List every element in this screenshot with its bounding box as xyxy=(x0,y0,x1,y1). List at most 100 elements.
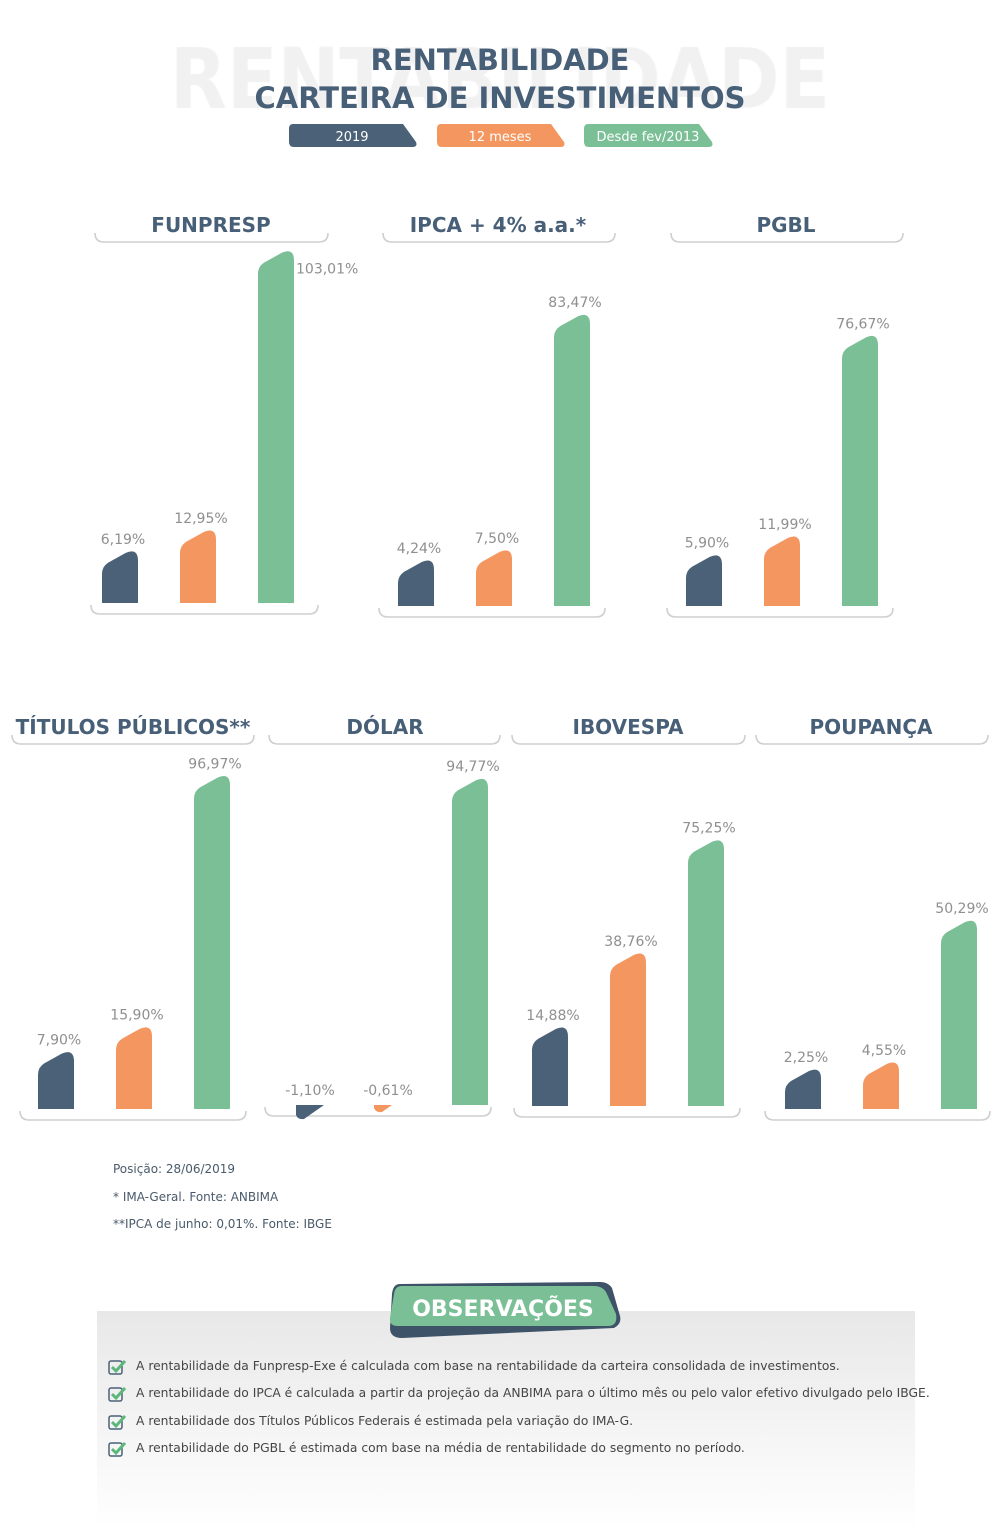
bar-2019 xyxy=(398,560,434,606)
bar-value-label: 4,55% xyxy=(862,1043,906,1059)
bar-desde-fev-2013 xyxy=(688,840,724,1106)
page-title-line2: CARTEIRA DE INVESTIMENTOS xyxy=(254,81,745,115)
panel-title-bracket xyxy=(11,734,255,745)
bar-desde-fev-2013 xyxy=(941,920,977,1109)
bar-12-meses xyxy=(610,953,646,1106)
legend: 2019 12 meses Desde fev/2013 xyxy=(289,124,713,147)
legend-label: Desde fev/2013 xyxy=(597,130,700,145)
panel-baseline-bracket xyxy=(513,1107,741,1118)
panel-baseline-bracket xyxy=(764,1110,991,1121)
bar-value-label: 12,95% xyxy=(174,511,227,527)
panel-title-bracket xyxy=(268,734,501,745)
observacao-text: A rentabilidade do PGBL é estimada com b… xyxy=(136,1440,745,1455)
bar-value-label: 2,25% xyxy=(784,1050,828,1066)
observacao-item: A rentabilidade da Funpresp-Exe é calcul… xyxy=(108,1359,930,1386)
bar-value-label: 83,47% xyxy=(548,295,601,311)
panel-title-bracket xyxy=(511,734,746,745)
panel-title: PGBL xyxy=(756,213,815,237)
bar-value-label: 4,24% xyxy=(397,541,441,557)
bar-2019 xyxy=(102,551,138,603)
panel-baseline-bracket xyxy=(264,1106,492,1117)
panel-title: POUPANÇA xyxy=(809,715,933,739)
legend-item-desde-2013: Desde fev/2013 xyxy=(584,124,713,147)
footnote-position-date: Posição: 28/06/2019 xyxy=(113,1162,236,1176)
bar-value-label: 14,88% xyxy=(526,1008,579,1024)
legend-swatch xyxy=(289,124,417,147)
checkbox-checked-icon xyxy=(108,1414,126,1430)
panel-title: FUNPRESP xyxy=(151,213,270,237)
bar-desde-fev-2013 xyxy=(258,251,294,603)
observacoes-badge: OBSERVAÇÕES xyxy=(389,1282,621,1338)
panel-title: IBOVESPA xyxy=(573,715,685,739)
footnotes: Posição: 28/06/2019 * IMA-Geral. Fonte: … xyxy=(113,1162,332,1245)
panel-title-bracket xyxy=(94,232,329,243)
bar-value-label: -1,10% xyxy=(285,1083,335,1099)
checkbox-checked-icon xyxy=(108,1359,126,1375)
bar-12-meses xyxy=(374,1105,392,1113)
observacao-item: A rentabilidade dos Títulos Públicos Fed… xyxy=(108,1414,930,1441)
panel-title-bracket xyxy=(382,232,616,243)
chart-panel-funpresp: FUNPRESP 6,19% 12,95% 103,01% xyxy=(90,213,358,615)
bar-desde-fev-2013 xyxy=(194,776,230,1109)
observacao-text: A rentabilidade dos Títulos Públicos Fed… xyxy=(136,1413,634,1428)
bar-value-label: 7,50% xyxy=(475,531,519,547)
bar-12-meses xyxy=(476,550,512,606)
checkbox-checked-icon xyxy=(108,1441,126,1457)
bar-value-label: 5,90% xyxy=(685,536,729,552)
bar-value-label: -0,61% xyxy=(363,1083,413,1099)
chart-panel-ibovespa: IBOVESPA 14,88% 38,76% 75,25% xyxy=(511,715,746,1118)
bar-desde-fev-2013 xyxy=(554,314,590,606)
panel-title-bracket xyxy=(670,232,904,243)
chart-panel-pgbl: PGBL 5,90% 11,99% 76,67% xyxy=(666,213,904,618)
chart-panel-poupanca: POUPANÇA 2,25% 4,55% 50,29% xyxy=(755,715,991,1121)
panel-baseline-bracket xyxy=(666,607,894,618)
observacoes-title: OBSERVAÇÕES xyxy=(412,1296,594,1322)
bar-value-label: 7,90% xyxy=(37,1033,81,1049)
chart-panel-ipca-4-a-a: IPCA + 4% a.a.* 4,24% 7,50% 83,47% xyxy=(378,213,616,618)
observacao-text: A rentabilidade do IPCA é calculada a pa… xyxy=(136,1386,930,1401)
checkbox-checked-icon xyxy=(108,1387,126,1403)
legend-item-12-meses: 12 meses xyxy=(437,124,565,147)
observacao-item: A rentabilidade do IPCA é calculada a pa… xyxy=(108,1386,930,1413)
bar-value-label: 75,25% xyxy=(682,821,735,837)
bar-2019 xyxy=(785,1069,821,1109)
panel-baseline-bracket xyxy=(19,1110,247,1121)
badge-shape xyxy=(389,1286,617,1326)
observacoes-panel xyxy=(97,1311,915,1529)
legend-swatch xyxy=(437,124,565,147)
panel-baseline-bracket xyxy=(378,607,606,618)
bar-value-label: 76,67% xyxy=(836,316,889,332)
bar-2019 xyxy=(38,1052,74,1109)
bar-12-meses xyxy=(116,1027,152,1109)
bar-2019 xyxy=(296,1105,324,1120)
observacoes-list: A rentabilidade da Funpresp-Exe é calcul… xyxy=(108,1359,930,1468)
bar-2019 xyxy=(686,555,722,606)
bar-value-label: 96,97% xyxy=(188,756,241,772)
panel-title: DÓLAR xyxy=(346,715,423,739)
observacao-text: A rentabilidade da Funpresp-Exe é calcul… xyxy=(136,1359,840,1373)
chart-panel-dolar: DÓLAR -1,10% -0,61% 94,77% xyxy=(264,715,501,1120)
footnote-ima-geral: * IMA-Geral. Fonte: ANBIMA xyxy=(113,1189,279,1204)
page-title-line1: RENTABILIDADE xyxy=(371,43,630,77)
bar-desde-fev-2013 xyxy=(842,335,878,606)
bar-value-label: 6,19% xyxy=(101,532,145,548)
bar-2019 xyxy=(532,1027,568,1106)
observacao-item: A rentabilidade do PGBL é estimada com b… xyxy=(108,1441,930,1468)
legend-label: 2019 xyxy=(335,130,368,145)
panel-baseline-bracket xyxy=(90,604,319,615)
bar-value-label: 50,29% xyxy=(935,901,988,917)
panel-title: TÍTULOS PÚBLICOS** xyxy=(16,715,251,739)
panel-title-bracket xyxy=(755,734,989,745)
footnote-ipca: **IPCA de junho: 0,01%. Fonte: IBGE xyxy=(113,1217,332,1231)
bar-12-meses xyxy=(764,536,800,606)
title-watermark xyxy=(0,0,1000,140)
panel-title: IPCA + 4% a.a.* xyxy=(410,213,587,237)
bar-desde-fev-2013 xyxy=(452,778,488,1105)
bar-12-meses xyxy=(863,1062,899,1109)
bar-value-label: 103,01% xyxy=(296,262,358,278)
legend-label: 12 meses xyxy=(469,130,532,145)
legend-item-2019: 2019 xyxy=(289,124,417,147)
chart-panel-titulos-publicos: TÍTULOS PÚBLICOS** 7,90% 15,90% 96,97% xyxy=(11,715,255,1121)
bar-value-label: 11,99% xyxy=(758,517,811,533)
